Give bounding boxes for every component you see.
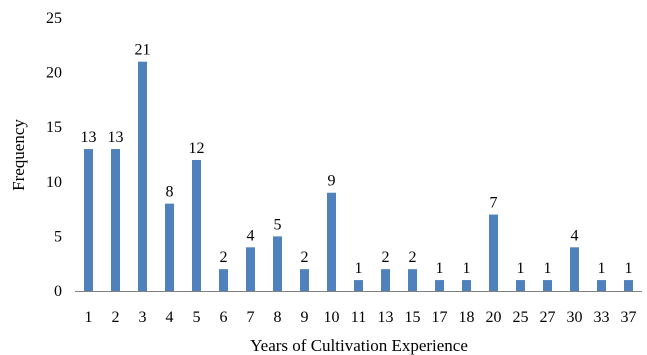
data-label: 2 [301,249,309,266]
data-label: 1 [598,260,606,277]
bar [543,280,552,291]
bar [111,149,120,291]
bar [273,236,282,291]
x-tick-label: 13 [378,309,394,326]
x-tick-label: 20 [486,309,502,326]
y-tick-label: 25 [46,10,62,27]
x-tick-label: 37 [621,309,637,326]
x-tick-label: 1 [85,309,93,326]
data-label: 1 [625,260,633,277]
data-label: 8 [166,184,174,201]
x-tick-label: 3 [139,309,147,326]
x-tick-label: 10 [324,309,340,326]
bar [516,280,525,291]
y-tick-label: 15 [46,119,62,136]
y-tick-label: 10 [46,174,62,191]
data-label: 2 [409,249,417,266]
bar [84,149,93,291]
bars [84,61,633,292]
data-label: 1 [355,260,363,277]
y-tick-label: 0 [54,283,62,300]
data-label: 12 [189,140,205,157]
bar [624,280,633,291]
x-axis: 1 2 3 4 5 6 7 8 9 10 11 13 15 17 18 20 25 27 30 33 37 [85,309,637,326]
x-tick-label: 25 [513,309,529,326]
bar [300,269,309,291]
y-axis: 0 5 10 15 20 25 [46,10,62,300]
bar [381,269,390,291]
x-tick-label: 17 [432,309,448,326]
data-label: 5 [274,216,282,233]
y-axis-title: Frequency [9,119,28,191]
x-tick-label: 2 [112,309,120,326]
x-tick-label: 8 [274,309,282,326]
bar [489,214,498,291]
y-tick-label: 20 [46,65,62,82]
x-tick-label: 4 [166,309,174,326]
data-label: 9 [328,173,336,190]
data-label: 1 [544,260,552,277]
data-label: 1 [436,260,444,277]
data-label: 4 [571,227,579,244]
bar [597,280,606,291]
data-label: 13 [81,129,97,146]
data-label: 21 [135,42,151,59]
bar [219,269,228,291]
data-label: 2 [220,249,228,266]
bar [462,280,471,291]
bar [327,192,336,291]
x-tick-label: 9 [301,309,309,326]
x-tick-label: 7 [247,309,255,326]
y-tick-label: 5 [54,228,62,245]
bar [165,203,174,291]
x-tick-label: 33 [594,309,610,326]
data-label: 2 [382,249,390,266]
bar [435,280,444,291]
bar [354,280,363,291]
data-label: 4 [247,227,255,244]
data-label: 1 [517,260,525,277]
x-tick-label: 30 [567,309,583,326]
x-tick-label: 18 [459,309,475,326]
data-label: 7 [490,195,498,212]
bar [138,61,147,292]
x-axis-title: Years of Cultivation Experience [250,336,468,355]
bar [570,247,579,291]
x-tick-label: 15 [405,309,421,326]
bar [246,247,255,291]
x-tick-label: 5 [193,309,201,326]
bar [192,159,201,291]
x-tick-label: 11 [351,309,366,326]
bar [408,269,417,291]
data-label: 13 [108,129,124,146]
x-tick-label: 27 [540,309,556,326]
data-label: 1 [463,260,471,277]
x-tick-label: 6 [220,309,228,326]
